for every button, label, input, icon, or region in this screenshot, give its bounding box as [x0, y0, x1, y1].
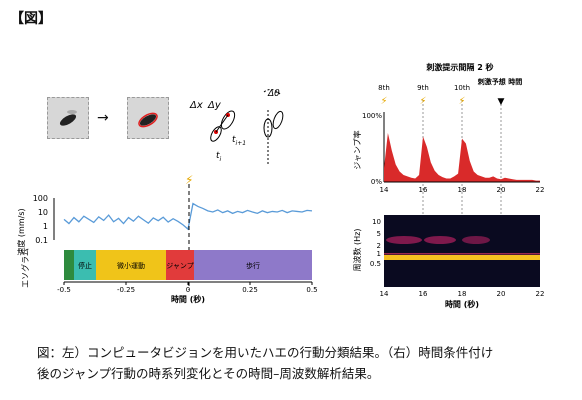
- right-title: 刺激提示間隔 2 秒: [425, 62, 493, 72]
- stimulus-marker-label: 10th: [454, 84, 470, 92]
- t-i-label: ti: [216, 151, 222, 163]
- ethogram-segment: [74, 250, 96, 280]
- lightning-icon: ⚡: [419, 96, 426, 107]
- caption-line-1: 図：左）コンピュータビジョンを用いたハエの行動分類結果。（右）時間条件付け: [37, 345, 494, 360]
- right-time-tick: 14: [380, 186, 389, 194]
- jump-chart: 刺激提示間隔 2 秒 8th⚡9th⚡10th⚡ ▼ 刺激予想 時間 ジャンプ率 …: [352, 62, 545, 309]
- jump-rate-area: [384, 133, 540, 182]
- ethogram-segment-label: ジャンプ: [166, 262, 193, 270]
- ethogram-segment-label: 停止: [78, 261, 92, 270]
- t-i1-label: ti+1: [232, 135, 246, 147]
- freq-axis-label: 周波数 (Hz): [352, 229, 362, 272]
- left-time-tick: -0.5: [57, 286, 71, 294]
- left-time-tick: 0: [186, 286, 190, 294]
- speed-tick-1: 1: [43, 222, 48, 231]
- right-time-label: 時間 (秒): [445, 299, 479, 309]
- lightning-icon: ⚡: [458, 96, 465, 107]
- freq-tick: 1: [377, 250, 381, 258]
- right-time-tick: 18: [458, 290, 467, 298]
- stimulus-marker-label: 9th: [417, 84, 429, 92]
- ethogram-segment: [96, 250, 166, 280]
- left-time-tick: -0.25: [117, 286, 135, 294]
- jump-axis-label: ジャンプ率: [352, 130, 362, 169]
- stimulus-marker-label: 8th: [378, 84, 390, 92]
- right-time-tick: 22: [536, 186, 545, 194]
- left-time-tick: 0.25: [242, 286, 258, 294]
- tracking-diagram: Δx Δy ti+1 ti Δθ: [189, 88, 284, 165]
- dx-label: Δx: [189, 100, 203, 111]
- dy-label: Δy: [207, 100, 222, 111]
- ethogram-segment-label: 微小運動: [117, 261, 145, 270]
- ethogram-segment: [64, 250, 74, 280]
- lightning-icon: ⚡: [380, 96, 387, 107]
- fly-image-after: [127, 97, 169, 139]
- right-time-tick: 20: [497, 186, 506, 194]
- jump-tick-0: 0%: [371, 178, 382, 186]
- left-time-tick: 0.5: [306, 286, 317, 294]
- right-time-tick: 20: [497, 290, 506, 298]
- speed-tick-01: 0.1: [35, 236, 48, 245]
- speed-series-line: [63, 202, 313, 231]
- speed-axis-label: 速度 (mm/s): [16, 208, 26, 255]
- right-time-tick: 16: [419, 186, 428, 194]
- freq-tick: 0.5: [370, 260, 381, 268]
- speed-tick-10: 10: [38, 208, 48, 217]
- ethogram-segment: [166, 250, 194, 280]
- freq-tick: 2: [377, 242, 381, 250]
- right-time-tick: 14: [380, 290, 389, 298]
- predicted-label: 刺激予想 時間: [477, 77, 522, 86]
- speed-tick-100: 100: [33, 194, 48, 203]
- right-time-tick: 22: [536, 290, 545, 298]
- arrow-right-icon: →: [97, 110, 109, 126]
- predicted-marker-icon: ▼: [498, 97, 505, 107]
- speed-chart: 速度 (mm/s) 100 10 1 0.1 ⚡ エソグラム 停止 微小運動 ジャン…: [16, 173, 318, 304]
- right-time-tick: 16: [419, 290, 428, 298]
- dtheta-label: Δθ: [267, 89, 280, 99]
- figure-caption: 図：左）コンピュータビジョンを用いたハエの行動分類結果。（右）時間条件付け 後の…: [37, 342, 572, 384]
- figure-title: 【図】: [10, 11, 52, 27]
- freq-tick: 10: [372, 218, 381, 226]
- right-time-tick: 18: [458, 186, 467, 194]
- ethogram-label: エソグラム: [20, 248, 30, 288]
- jump-tick-100: 100%: [362, 112, 382, 120]
- spectrogram: [384, 215, 540, 287]
- fly-image-before: [47, 97, 89, 139]
- lightning-icon: ⚡: [185, 173, 193, 187]
- ethogram-segment-label: 歩行: [246, 261, 260, 270]
- caption-line-2: 後のジャンプ行動の時系列変化とその時間–周波数解析結果。: [37, 366, 380, 381]
- ethogram-segment: [194, 250, 312, 280]
- freq-tick: 5: [377, 230, 381, 238]
- left-time-label: 時間 (秒): [171, 294, 205, 304]
